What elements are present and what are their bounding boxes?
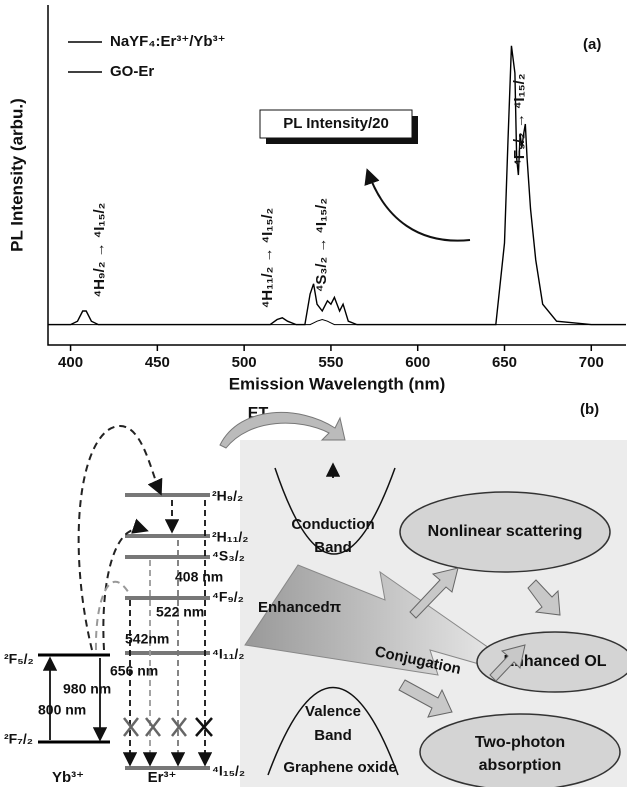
outcome-label: Enhanced OL — [503, 653, 606, 670]
x-tick-label: 650 — [492, 354, 517, 371]
legend-label: GO-Er — [110, 63, 154, 80]
series-line — [48, 318, 626, 326]
series-line — [48, 45, 626, 326]
band-label: Band — [314, 727, 352, 744]
axes — [47, 5, 626, 346]
wavelength-label: 800 nm — [38, 702, 86, 718]
outcome-label: absorption — [479, 757, 562, 774]
level-label: ²F₅/₂ — [4, 651, 34, 667]
transition-label: ⁴H₁₁/₂ → ⁴I₁₅/₂ — [259, 208, 276, 308]
note-box — [259, 109, 413, 139]
arrow — [364, 168, 471, 242]
energy-transfer — [102, 518, 149, 651]
diagram: (b) ET Conduction Band Valence Band Grap… — [4, 401, 627, 787]
note-label: PL Intensity/20 — [283, 115, 389, 132]
outcome — [476, 631, 627, 693]
wavelength-label: 980 nm — [63, 681, 111, 697]
level-label: ²H₁₁/₂ — [212, 529, 248, 545]
transition-label: ⁴F₉/₂ → ⁴I₁₅/₂ — [511, 73, 528, 166]
panel-label: (b) — [580, 401, 599, 418]
x-tick-label: 600 — [405, 354, 430, 371]
x-axis-title: Emission Wavelength (nm) — [229, 374, 446, 393]
band-label: Valence — [305, 703, 361, 720]
band-label: Conduction — [291, 516, 374, 533]
panel-label: (a) — [583, 36, 601, 53]
conduction-band — [274, 467, 396, 555]
outcome — [399, 491, 611, 573]
level-label: ²H₉/₂ — [212, 488, 243, 504]
et-arrow — [219, 412, 346, 449]
wavelength-label: 542nm — [125, 631, 169, 647]
transition-label: ⁴H₉/₂ → ⁴I₁₅/₂ — [91, 203, 108, 298]
wavelength-label: 522 nm — [156, 604, 204, 620]
x-marks — [123, 717, 213, 737]
valence-band — [267, 686, 399, 776]
chart: 400 450 500 550 600 650 700 Emission Wavelength… — [7, 5, 626, 393]
x-tick-label: 400 — [58, 354, 83, 371]
wavelength-label: 656 nm — [110, 663, 158, 679]
ion-label: Er³⁺ — [148, 769, 177, 786]
level-label: ²F₇/₂ — [4, 731, 33, 747]
x-tick-label: 550 — [318, 354, 343, 371]
material-label: Graphene oxide — [283, 759, 396, 776]
legend-label: NaYF₄:Er³⁺/Yb³⁺ — [110, 33, 226, 50]
level-label: ⁴S₃/₂ — [212, 548, 245, 564]
level-label: ⁴I₁₅/₂ — [212, 763, 245, 779]
ion-label: Yb³⁺ — [52, 769, 84, 786]
energy-transfer — [94, 580, 131, 651]
conjugation-bolt — [244, 564, 536, 681]
x-tick-label: 700 — [579, 354, 604, 371]
level-label: ⁴F₉/₂ — [212, 589, 244, 605]
level-label: ⁴I₁₁/₂ — [212, 646, 245, 662]
outcome — [419, 713, 621, 787]
transition-label: ⁴S₃/₂ → ⁴I₁₅/₂ — [313, 198, 330, 292]
y-axis-title: PL Intensity (arbu.) — [7, 98, 26, 252]
conjugation-label: Enhancedπ — [258, 599, 342, 616]
outcome-label: Nonlinear scattering — [428, 523, 583, 540]
outcome-label: Two-photon — [475, 734, 565, 751]
x-tick-label: 450 — [145, 354, 170, 371]
band-label: Band — [314, 539, 352, 556]
block-arrows — [398, 567, 561, 718]
energy-transfer — [77, 425, 163, 651]
x-tick-label: 500 — [232, 354, 257, 371]
wavelength-label: 408 nm — [175, 569, 223, 585]
